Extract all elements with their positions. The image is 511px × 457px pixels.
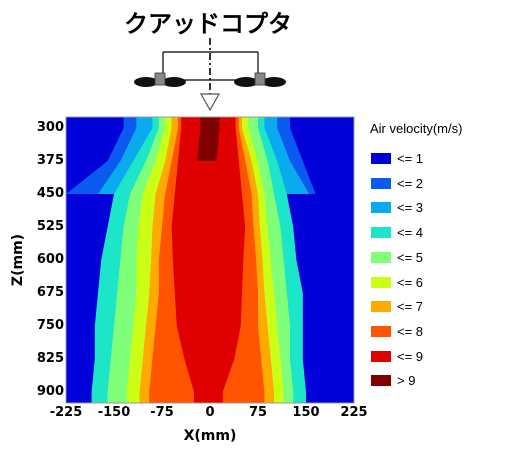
y-tick-label: 675 bbox=[36, 285, 64, 300]
legend-swatch bbox=[371, 276, 391, 288]
legend-label: <= 1 bbox=[397, 151, 424, 166]
x-tick-label: 0 bbox=[205, 405, 215, 420]
legend-swatch bbox=[371, 375, 391, 387]
y-tick-label: 825 bbox=[36, 351, 64, 366]
legend-swatch bbox=[371, 301, 391, 313]
legend-label: <= 2 bbox=[397, 175, 424, 191]
legend-swatch bbox=[371, 177, 391, 189]
legend-label: <= 5 bbox=[397, 249, 424, 265]
heatmap-area bbox=[66, 117, 354, 403]
legend-title: Air velocity(m/s) bbox=[370, 121, 463, 136]
y-tick-label: 450 bbox=[36, 186, 64, 201]
y-tick-label: 375 bbox=[36, 153, 64, 168]
x-tick-label: -75 bbox=[150, 405, 174, 420]
airflow-arrow-icon bbox=[199, 93, 221, 112]
legend-swatch bbox=[371, 325, 391, 337]
left-rotor-icon bbox=[134, 72, 186, 87]
legend-swatch bbox=[371, 227, 391, 239]
y-axis-label: Z(mm) bbox=[10, 233, 26, 287]
x-tick-label: 225 bbox=[340, 405, 368, 420]
legend-label: > 9 bbox=[397, 373, 416, 389]
x-tick-label: -150 bbox=[97, 405, 131, 420]
x-tick-label: 75 bbox=[248, 405, 268, 420]
x-tick-label: -225 bbox=[49, 405, 83, 420]
legend-swatch bbox=[371, 350, 391, 362]
x-tick-label: 150 bbox=[292, 405, 320, 420]
legend-label: <= 4 bbox=[397, 225, 424, 241]
legend-label: <= 3 bbox=[397, 200, 424, 216]
legend-label: <= 8 bbox=[397, 323, 424, 339]
y-tick-label: 300 bbox=[36, 120, 64, 135]
heatmap-band-le-9 bbox=[171, 117, 246, 403]
legend-label: <= 7 bbox=[397, 299, 424, 315]
legend-label: <= 6 bbox=[397, 274, 424, 290]
y-tick-label: 600 bbox=[36, 252, 64, 267]
y-tick-label: 750 bbox=[36, 318, 64, 333]
plot-frame bbox=[65, 116, 355, 404]
chart-title: クアッドコプタ bbox=[124, 10, 292, 38]
right-rotor-icon bbox=[234, 72, 286, 87]
legend-label: <= 9 bbox=[397, 348, 424, 364]
legend-swatch bbox=[371, 153, 391, 164]
heatmap-band-gt-9 bbox=[197, 117, 220, 161]
quadcopter-diagram bbox=[134, 38, 286, 112]
legend-swatch bbox=[371, 251, 391, 263]
legend-swatch bbox=[371, 202, 391, 214]
y-tick-label: 900 bbox=[36, 384, 64, 399]
x-axis-label: X(mm) bbox=[183, 428, 237, 444]
y-tick-label: 525 bbox=[36, 219, 64, 234]
